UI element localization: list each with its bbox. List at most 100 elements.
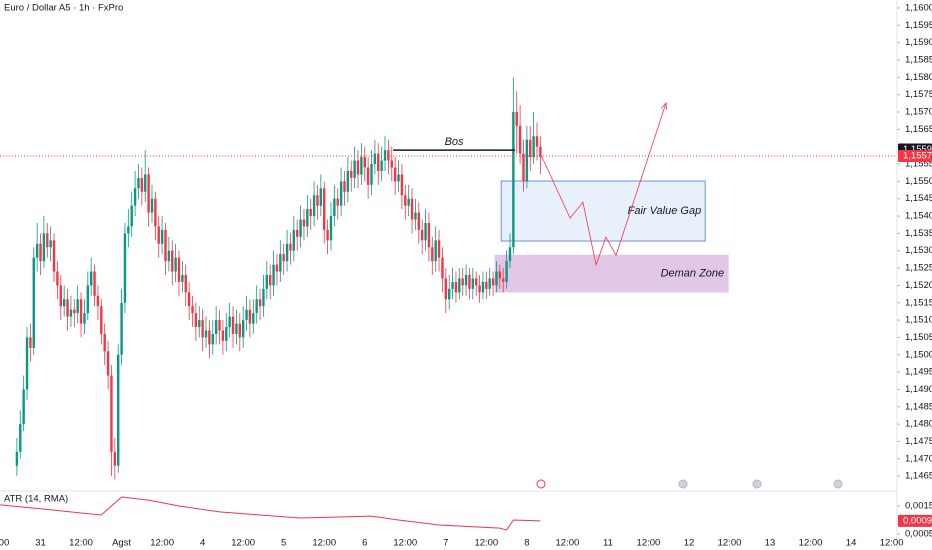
candle-body	[336, 198, 339, 206]
y-tick-label: 1,14800	[905, 419, 932, 430]
candle-body	[464, 274, 468, 286]
candle-body	[150, 198, 154, 213]
candle-body	[377, 153, 380, 171]
x-tick-label: 12:00	[880, 538, 904, 549]
candle-body	[208, 330, 211, 345]
candle-body	[83, 313, 86, 324]
candle-body	[461, 278, 464, 286]
event-icon[interactable]	[536, 479, 546, 489]
candle-body	[434, 240, 437, 262]
candle-body	[191, 306, 194, 314]
candle-body	[279, 254, 282, 272]
candle-body	[42, 233, 46, 262]
candle-body	[505, 261, 508, 282]
x-tick-label: 12:00	[799, 538, 823, 549]
y-tick-label: 1,15100	[905, 315, 932, 326]
candle-body	[400, 174, 404, 196]
candle-body	[164, 229, 167, 262]
x-tick-label: 13	[765, 538, 776, 549]
candle-body	[66, 299, 69, 317]
x-tick-label: 31	[35, 538, 46, 549]
candle-body	[221, 330, 225, 341]
candle-body	[522, 153, 525, 182]
candle-body	[447, 288, 451, 300]
candle-body	[312, 195, 316, 217]
y-tick-label: 1,14900	[905, 384, 932, 395]
x-tick-label: 5	[281, 538, 286, 549]
candle-body	[296, 229, 299, 237]
candle-body	[194, 313, 198, 328]
candle-body	[414, 212, 417, 220]
candle-body	[289, 243, 292, 251]
candle-body	[299, 219, 302, 237]
candle-body	[184, 274, 187, 293]
candle-body	[19, 424, 22, 452]
candle-body	[248, 309, 252, 324]
candle-body	[110, 375, 113, 452]
candle-body	[56, 271, 59, 286]
candle-body	[46, 233, 49, 248]
event-icon[interactable]	[752, 479, 762, 489]
y-tick-label: 1,14950	[905, 367, 932, 378]
candle-body	[326, 229, 329, 241]
y-tick-label: 1,15000	[905, 349, 932, 360]
candle-body	[265, 274, 269, 289]
candle-body	[316, 195, 319, 206]
candle-body	[49, 240, 52, 248]
candle-body	[454, 281, 458, 293]
candle-body	[103, 333, 106, 352]
candle-body	[420, 229, 424, 241]
indicator-title: ATR (14, RMA)	[4, 494, 68, 505]
x-tick-label: 11	[603, 538, 613, 549]
candle-body	[117, 354, 120, 466]
candle-body	[502, 278, 505, 282]
x-tick-label: 14	[846, 538, 857, 549]
y-tick-label: 1,15700	[905, 107, 932, 118]
y-tick-label: 1,15150	[905, 297, 932, 308]
x-tick-label: 12:00	[556, 538, 580, 549]
candle-body	[302, 219, 306, 227]
candle-body	[218, 320, 221, 331]
candle-body	[390, 160, 393, 168]
x-tick-label: 12:00	[393, 538, 417, 549]
y-tick-label: 1,16000	[905, 2, 932, 13]
candle-body	[62, 299, 66, 307]
candle-body	[495, 271, 498, 286]
y-tick-label: 1,15250	[905, 263, 932, 274]
event-icon[interactable]	[678, 479, 688, 489]
event-icon[interactable]	[833, 479, 843, 489]
candle-body	[214, 320, 218, 334]
y-tick-label: 1,15950	[905, 20, 932, 31]
x-tick-label: 7	[443, 538, 448, 549]
candle-body	[366, 167, 370, 185]
candle-body	[241, 320, 245, 338]
y-tick-label: 1,15750	[905, 89, 932, 100]
candle-body	[171, 250, 174, 272]
candle-body	[393, 167, 397, 182]
candle-body	[252, 313, 255, 324]
candle-body	[498, 271, 502, 279]
x-tick-label: 12:00	[718, 538, 742, 549]
candle-body	[346, 170, 350, 192]
candle-body	[157, 226, 160, 244]
candle-body	[444, 278, 448, 300]
candle-body	[133, 188, 137, 206]
candle-body	[52, 240, 56, 272]
price-tag-label: 1,15592	[903, 144, 932, 155]
x-tick-label: 6	[362, 538, 367, 549]
x-tick-label: 12:00	[231, 538, 255, 549]
candle-body	[306, 209, 309, 227]
candle-body	[471, 278, 475, 289]
candle-body	[187, 292, 191, 307]
candle-body	[228, 316, 231, 328]
y-tick-label: 1,15350	[905, 228, 932, 239]
y-tick-label: 1,15200	[905, 280, 932, 291]
candle-body	[451, 281, 454, 289]
candle-body	[106, 351, 110, 376]
candle-body	[380, 160, 383, 171]
candle-body	[458, 278, 461, 293]
x-tick-label: 0:00	[0, 538, 9, 549]
zone-label: Fair Value Gap	[628, 205, 702, 217]
